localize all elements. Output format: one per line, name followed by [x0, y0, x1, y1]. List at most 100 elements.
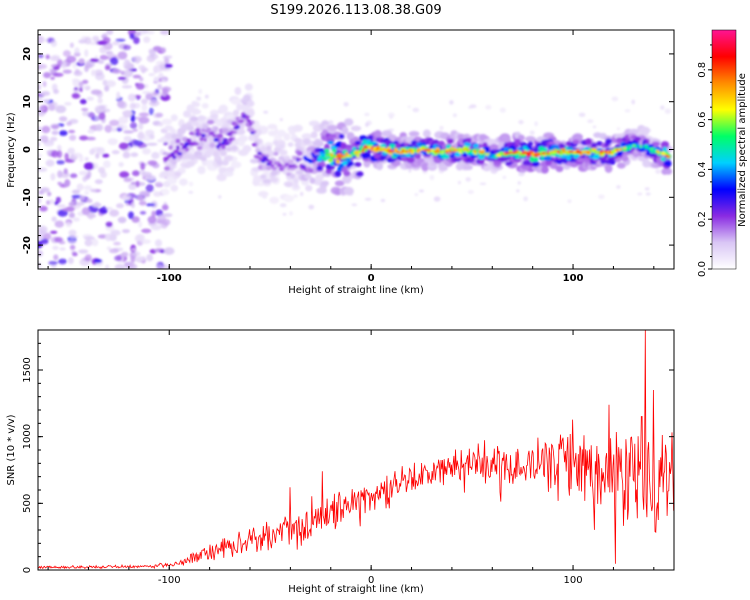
noise-blob	[485, 104, 492, 110]
noise-blob	[109, 119, 120, 127]
ridge-blob	[170, 184, 179, 192]
noise-blob	[79, 135, 89, 141]
noise-blob	[58, 258, 67, 265]
ridge-blob	[651, 141, 661, 147]
noise-blob	[407, 105, 411, 109]
noise-blob	[41, 91, 51, 96]
noise-blob	[142, 148, 151, 155]
ridge-blob	[545, 155, 552, 161]
noise-blob	[660, 105, 665, 110]
ridge-blob	[238, 119, 245, 123]
noise-blob	[38, 38, 49, 42]
noise-blob	[78, 86, 83, 93]
ridge-blob	[248, 121, 253, 126]
noise-blob	[567, 199, 572, 203]
ridge-blob	[358, 149, 362, 153]
noise-blob	[57, 204, 66, 208]
ridge-blob	[210, 113, 219, 119]
ridge-blob	[350, 125, 362, 132]
noise-blob	[106, 246, 112, 250]
noise-blob	[50, 76, 55, 80]
noise-blob	[43, 72, 51, 79]
noise-blob	[50, 136, 58, 142]
ridge-blob	[308, 159, 314, 164]
ridge-blob	[207, 119, 215, 125]
ridge-blob	[666, 155, 671, 158]
noise-blob	[479, 182, 487, 185]
noise-blob	[115, 266, 126, 269]
ridge-blob	[324, 143, 330, 151]
noise-blob	[50, 39, 58, 48]
noise-blob	[79, 194, 85, 201]
noise-blob	[89, 188, 97, 193]
noise-blob	[104, 124, 113, 133]
ridge-blob	[161, 118, 173, 125]
ridge-blob	[514, 138, 521, 146]
ridge-blob	[201, 133, 206, 138]
noise-blob	[631, 99, 635, 105]
noise-blob	[143, 84, 149, 89]
noise-blob	[157, 83, 162, 90]
ridge-blob	[293, 178, 299, 185]
noise-blob	[111, 127, 117, 132]
noise-blob	[84, 49, 89, 57]
noise-blob	[529, 130, 535, 135]
ridge-blob	[422, 129, 431, 138]
ridge-blob	[283, 195, 295, 203]
noise-blob	[116, 91, 121, 100]
noise-blob	[51, 216, 57, 222]
noise-blob	[115, 38, 126, 42]
spectrogram-ylabel: Frequency (Hz)	[6, 112, 17, 188]
noise-blob	[94, 201, 100, 208]
noise-blob	[84, 157, 89, 161]
noise-blob	[38, 63, 48, 70]
ridge-blob	[438, 165, 448, 172]
ridge-blob	[267, 123, 278, 130]
ridge-blob	[591, 142, 597, 150]
noise-blob	[637, 192, 643, 196]
noise-blob	[146, 142, 158, 146]
noise-blob	[68, 257, 74, 265]
ridge-blob	[249, 158, 259, 164]
noise-blob	[644, 187, 650, 191]
spectrogram-marks	[38, 30, 673, 269]
ridge-blob	[665, 160, 672, 167]
noise-blob	[52, 245, 59, 250]
noise-blob	[146, 253, 154, 262]
ridge-blob	[218, 104, 228, 114]
noise-blob	[117, 100, 125, 108]
ridge-blob	[307, 168, 314, 173]
noise-blob	[121, 85, 133, 89]
ridge-blob	[562, 158, 568, 164]
ridge-blob	[328, 133, 337, 139]
ridge-blob	[335, 159, 340, 164]
noise-blob	[148, 107, 154, 116]
noise-blob	[86, 96, 94, 101]
noise-blob	[343, 102, 349, 107]
ridge-blob	[449, 154, 455, 159]
noise-blob	[123, 177, 132, 183]
ridge-blob	[283, 133, 291, 141]
y-tick-label: -20	[22, 236, 33, 254]
noise-blob	[263, 110, 269, 114]
ridge-blob	[193, 142, 199, 146]
ridge-blob	[509, 145, 516, 151]
noise-blob	[89, 58, 99, 63]
noise-blob	[523, 196, 528, 202]
ridge-blob	[202, 124, 208, 130]
x-tick-label: -100	[158, 575, 181, 586]
noise-blob	[107, 52, 115, 57]
ridge-blob	[210, 131, 215, 135]
noise-blob	[499, 107, 506, 113]
ridge-blob	[406, 156, 415, 164]
noise-blob	[69, 244, 76, 251]
ridge-blob	[190, 116, 199, 122]
ridge-blob	[346, 157, 352, 162]
noise-blob	[163, 141, 168, 146]
ridge-blob	[337, 156, 342, 160]
noise-blob	[664, 108, 671, 114]
ridge-blob	[389, 143, 396, 149]
noise-blob	[66, 55, 77, 63]
noise-blob	[139, 77, 144, 82]
